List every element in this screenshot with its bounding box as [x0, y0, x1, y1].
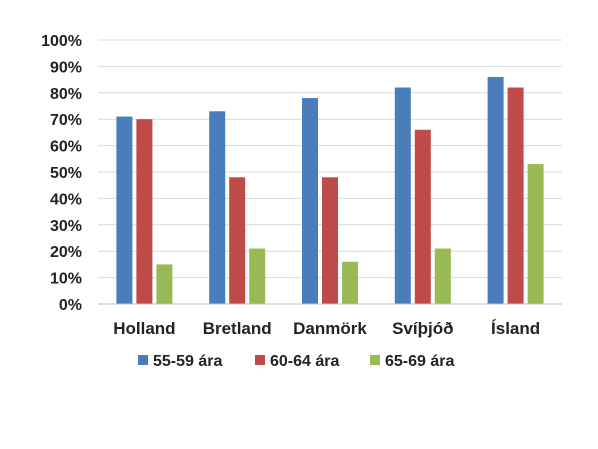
- bar-ísland-series-2: [507, 87, 524, 305]
- legend-label: 60-64 ára: [270, 353, 339, 370]
- legend-item: 60-64 ára: [255, 353, 339, 370]
- bar-svíþjóð-series-2: [414, 129, 431, 304]
- x-category-label: Ísland: [491, 319, 540, 338]
- bar-ísland-series-3: [527, 164, 544, 304]
- bar-danmörk-series-2: [322, 177, 338, 304]
- legend-label: 65-69 ára: [385, 353, 454, 370]
- bar-holland-series-3: [156, 264, 173, 304]
- y-tick-label: 70%: [50, 112, 82, 129]
- bar-danmörk-series-1: [302, 98, 318, 304]
- y-tick-label: 90%: [50, 59, 82, 76]
- y-tick-label: 100%: [41, 33, 82, 50]
- x-category-label: Svíþjóð: [392, 319, 453, 338]
- bar-holland-series-1: [116, 116, 133, 304]
- gridlines: [98, 39, 562, 279]
- y-tick-label: 10%: [50, 271, 82, 288]
- y-tick-label: 80%: [50, 86, 82, 103]
- y-tick-label: 30%: [50, 218, 82, 235]
- bar-svíþjóð-series-3: [434, 248, 451, 304]
- y-axis-tick-labels: 0% 10% 20% 30% 40% 50% 60% 70% 80% 90% 100%: [41, 33, 82, 314]
- bar-bretland-series-3: [249, 248, 266, 304]
- bar-holland-series-2: [136, 119, 153, 304]
- y-tick-label: 20%: [50, 244, 82, 261]
- legend-item: 55-59 ára: [138, 353, 222, 370]
- x-axis-category-labels: Holland Bretland Danmörk Svíþjóð Ísland: [113, 319, 540, 338]
- bar-bretland-series-1: [209, 111, 226, 304]
- y-tick-label: 40%: [50, 191, 82, 208]
- bar-svíþjóð-series-1: [394, 87, 411, 305]
- y-tick-label: 0%: [59, 297, 82, 314]
- legend-label: 55-59 ára: [153, 353, 222, 370]
- bar-bretland-series-2: [229, 177, 246, 304]
- legend-item: 65-69 ára: [370, 353, 454, 370]
- legend: 55-59 ára 60-64 ára 65-69 ára: [138, 353, 454, 370]
- y-tick-label: 50%: [50, 165, 82, 182]
- x-category-label: Holland: [113, 319, 175, 338]
- bars: [116, 76, 544, 305]
- y-tick-label: 60%: [50, 139, 82, 156]
- bar-danmörk-series-3: [342, 261, 358, 304]
- legend-swatch: [370, 355, 380, 365]
- legend-swatch: [138, 355, 148, 365]
- x-category-label: Danmörk: [293, 319, 367, 338]
- legend-swatch: [255, 355, 265, 365]
- x-category-label: Bretland: [203, 319, 272, 338]
- bar-ísland-series-1: [487, 76, 504, 305]
